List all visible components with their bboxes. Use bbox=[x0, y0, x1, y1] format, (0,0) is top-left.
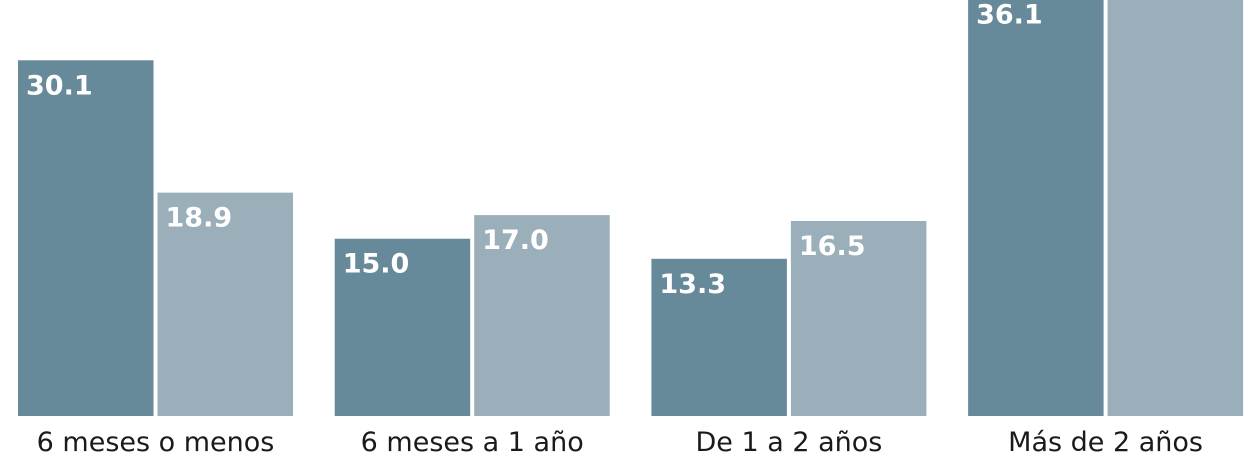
x-tick-label: 6 meses a 1 año bbox=[361, 427, 584, 458]
x-tick-label: De 1 a 2 años bbox=[695, 427, 882, 458]
value-label: 13.3 bbox=[659, 269, 726, 300]
bar bbox=[18, 60, 154, 416]
value-label: 30.1 bbox=[26, 70, 93, 101]
value-label: 16.5 bbox=[799, 231, 866, 262]
value-label: 36.1 bbox=[976, 0, 1043, 30]
bar bbox=[157, 192, 293, 416]
bar bbox=[1107, 0, 1244, 417]
value-label: 15.0 bbox=[343, 249, 410, 280]
bar bbox=[474, 215, 610, 416]
bar bbox=[968, 0, 1104, 416]
x-tick-label: 6 meses o menos bbox=[37, 427, 275, 458]
x-tick-label: Más de 2 años bbox=[1008, 427, 1203, 458]
bar bbox=[790, 221, 927, 416]
value-label: 18.9 bbox=[166, 203, 233, 234]
bar bbox=[651, 258, 787, 416]
value-label: 17.0 bbox=[482, 225, 549, 256]
bar bbox=[334, 238, 471, 416]
